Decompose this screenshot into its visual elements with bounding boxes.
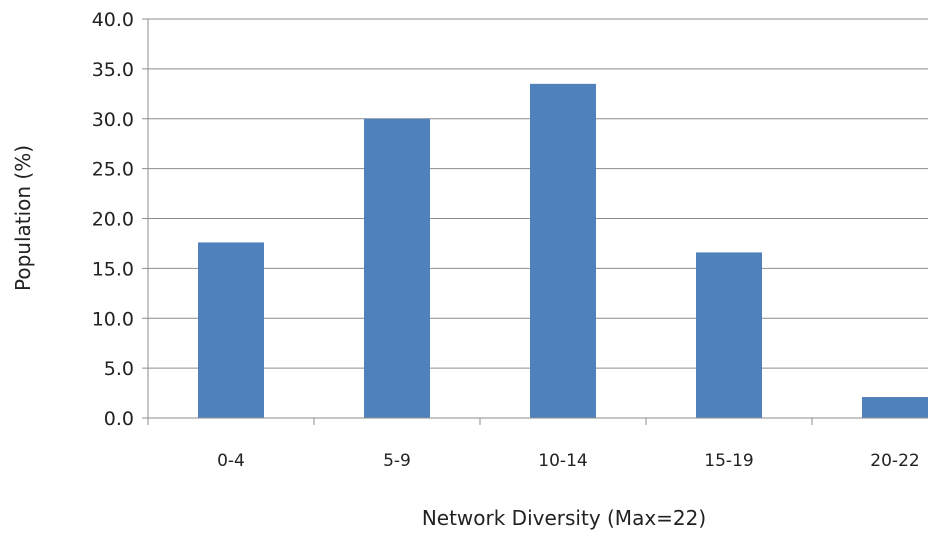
x-tick-label: 5-9 (383, 451, 411, 471)
x-axis-title: Network Diversity (Max=22) (422, 506, 706, 530)
bar-10-14 (530, 83, 596, 419)
x-tick-label: 0-4 (217, 451, 245, 471)
bar-15-19 (696, 252, 762, 418)
axes: 0.0 5.0 10.0 15.0 20.0 25.0 30.0 35.0 40.0 0-4 5-9… (92, 9, 928, 471)
y-tick-label: 35.0 (92, 59, 134, 81)
bar-5-9 (364, 118, 430, 418)
y-tick-label: 5.0 (104, 358, 134, 380)
bar-20-22 (862, 397, 928, 418)
y-tick-label: 15.0 (92, 258, 134, 280)
x-tick-label: 15-19 (704, 451, 753, 471)
x-tick-label: 20-22 (870, 451, 919, 471)
x-tick-label: 10-14 (538, 451, 587, 471)
bars (198, 83, 928, 419)
y-tick-label: 20.0 (92, 209, 134, 231)
y-axis-title: Population (%) (11, 145, 35, 291)
y-tick-label: 0.0 (104, 408, 134, 430)
y-tick-label: 10.0 (92, 308, 134, 330)
y-tick-label: 25.0 (92, 159, 134, 181)
y-tick-label: 40.0 (92, 9, 134, 31)
y-tick-label: 30.0 (92, 109, 134, 131)
bar-0-4 (198, 242, 264, 418)
